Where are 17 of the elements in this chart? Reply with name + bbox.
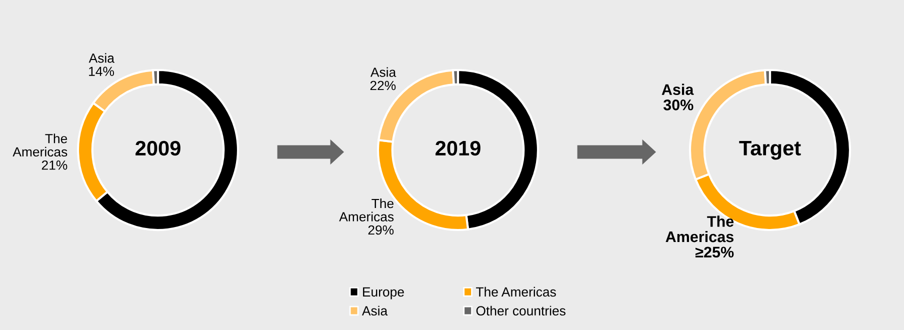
slice-label: The Americas (12, 134, 68, 157)
data-label: 21% (42, 160, 68, 170)
data-label: Asia 22% (370, 67, 396, 90)
legend-label: The Americas (476, 286, 556, 297)
text: Target (739, 140, 801, 160)
data-label: 14% (89, 66, 114, 76)
text: 2019 (436, 140, 480, 156)
slice-label: Asia (662, 84, 694, 95)
data-label: The Americas 29% (339, 198, 394, 235)
legend-label: Other countries (476, 306, 566, 316)
text: 2009 (136, 140, 180, 156)
slice-label: The Americas (666, 216, 734, 242)
slice-label: Asia (88, 53, 114, 63)
data-label: ≥25% (696, 246, 734, 258)
legend-label: Europe (363, 287, 404, 300)
legend-label: Asia (362, 306, 388, 316)
data-label: 30% (663, 100, 694, 110)
